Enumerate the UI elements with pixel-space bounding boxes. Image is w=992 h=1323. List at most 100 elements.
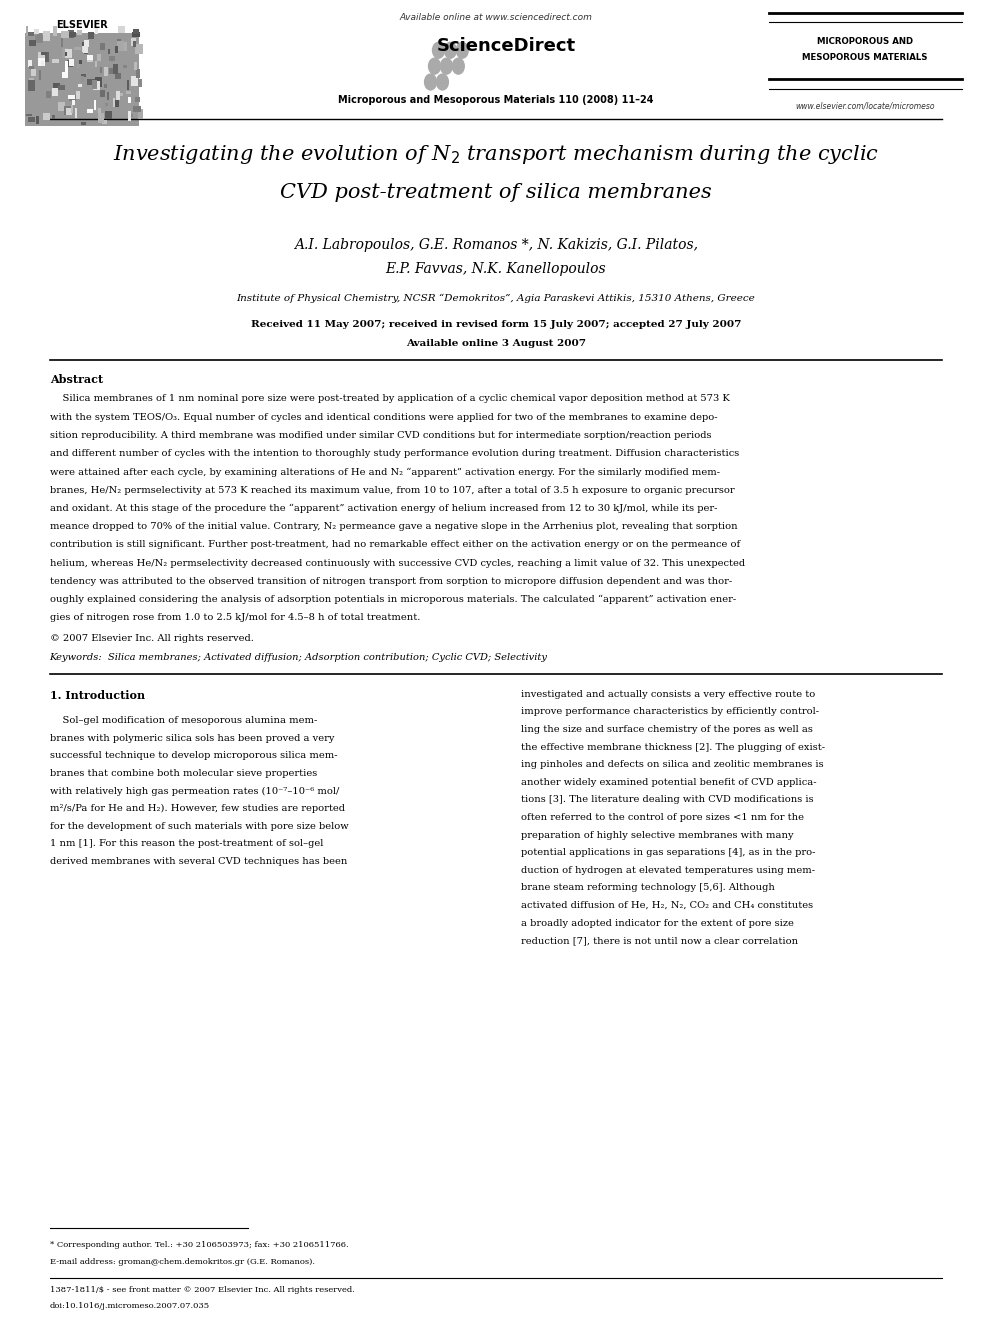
Circle shape — [425, 74, 436, 90]
Text: Investigating the evolution of N$_2$ transport mechanism during the cyclic: Investigating the evolution of N$_2$ tra… — [113, 143, 879, 165]
Text: E.P. Favvas, N.K. Kanellopoulos: E.P. Favvas, N.K. Kanellopoulos — [386, 262, 606, 277]
Text: gies of nitrogen rose from 1.0 to 2.5 kJ/mol for 4.5–8 h of total treatment.: gies of nitrogen rose from 1.0 to 2.5 kJ… — [50, 614, 420, 622]
Bar — [133, 106, 141, 112]
Bar — [92, 81, 100, 90]
Bar — [102, 119, 107, 124]
Text: ling the size and surface chemistry of the pores as well as: ling the size and surface chemistry of t… — [521, 725, 812, 734]
Bar — [27, 32, 34, 36]
Bar — [53, 115, 55, 119]
Bar — [62, 30, 68, 37]
Bar — [52, 87, 59, 95]
Text: another widely examined potential benefit of CVD applica-: another widely examined potential benefi… — [521, 778, 816, 787]
Bar — [82, 44, 88, 52]
Text: Available online at www.sciencedirect.com: Available online at www.sciencedirect.co… — [400, 13, 592, 22]
Text: 1. Introduction: 1. Introduction — [50, 689, 145, 701]
Text: 1387-1811/$ - see front matter © 2007 Elsevier Inc. All rights reserved.: 1387-1811/$ - see front matter © 2007 El… — [50, 1286, 354, 1294]
Bar — [95, 28, 98, 34]
Text: often referred to the control of pore sizes <1 nm for the: often referred to the control of pore si… — [521, 812, 804, 822]
Text: branes with polymeric silica sols has been proved a very: branes with polymeric silica sols has be… — [50, 734, 334, 744]
Text: 1 nm [1]. For this reason the post-treatment of sol–gel: 1 nm [1]. For this reason the post-treat… — [50, 839, 323, 848]
Bar — [132, 32, 140, 37]
Text: preparation of highly selective membranes with many: preparation of highly selective membrane… — [521, 831, 794, 840]
Text: ing pinholes and defects on silica and zeolitic membranes is: ing pinholes and defects on silica and z… — [521, 761, 823, 769]
Text: m²/s/Pa for He and H₂). However, few studies are reported: m²/s/Pa for He and H₂). However, few stu… — [50, 804, 344, 814]
Bar — [29, 66, 34, 69]
Bar — [66, 61, 72, 67]
Text: a broadly adopted indicator for the extent of pore size: a broadly adopted indicator for the exte… — [521, 918, 794, 927]
Text: doi:10.1016/j.micromeso.2007.07.035: doi:10.1016/j.micromeso.2007.07.035 — [50, 1302, 209, 1310]
Bar — [136, 69, 140, 78]
Bar — [68, 33, 76, 37]
Bar — [70, 105, 73, 114]
Text: MICROPOROUS AND: MICROPOROUS AND — [817, 37, 913, 46]
Bar — [81, 122, 85, 124]
Text: www.elsevier.com/locate/micromeso: www.elsevier.com/locate/micromeso — [796, 102, 934, 111]
Circle shape — [456, 42, 468, 58]
Text: and different number of cycles with the intention to thoroughly study performanc: and different number of cycles with the … — [50, 448, 739, 458]
Bar — [36, 34, 43, 42]
Bar — [126, 91, 131, 94]
Bar — [113, 64, 118, 74]
Bar — [94, 99, 96, 110]
Text: successful technique to develop microporous silica mem-: successful technique to develop micropor… — [50, 751, 337, 761]
Bar — [63, 106, 71, 115]
Bar — [29, 116, 35, 122]
Bar — [117, 41, 124, 50]
Bar — [128, 111, 131, 122]
Bar — [134, 62, 137, 70]
Text: for the development of such materials with pore size below: for the development of such materials wi… — [50, 822, 348, 831]
Text: and oxidant. At this stage of the procedure the “apparent” activation energy of : and oxidant. At this stage of the proced… — [50, 504, 717, 513]
Bar — [131, 37, 136, 46]
Bar — [67, 30, 73, 37]
Bar — [84, 40, 89, 46]
Text: MESOPOROUS MATERIALS: MESOPOROUS MATERIALS — [803, 53, 928, 62]
Bar — [76, 90, 80, 98]
Bar — [77, 29, 82, 34]
Bar — [76, 64, 80, 69]
Bar — [104, 83, 107, 87]
Bar — [83, 45, 87, 53]
Text: helium, whereas He/N₂ permselectivity decreased continuously with successive CVD: helium, whereas He/N₂ permselectivity de… — [50, 558, 745, 568]
Text: * Corresponding author. Tel.: +30 2106503973; fax: +30 2106511766.: * Corresponding author. Tel.: +30 210650… — [50, 1241, 348, 1249]
Bar — [84, 46, 87, 54]
Bar — [72, 99, 75, 105]
Bar — [81, 75, 84, 82]
Bar — [31, 69, 36, 77]
Circle shape — [436, 74, 448, 90]
Bar — [45, 52, 49, 62]
Text: reduction [7], there is not until now a clear correlation: reduction [7], there is not until now a … — [521, 937, 798, 945]
Bar — [115, 46, 118, 53]
Bar — [117, 40, 121, 42]
Bar — [39, 70, 41, 79]
Bar — [120, 93, 123, 97]
Text: improve performance characteristics by efficiently control-: improve performance characteristics by e… — [521, 708, 819, 717]
Bar — [115, 73, 121, 79]
Text: Silica membranes of 1 nm nominal pore size were post-treated by application of a: Silica membranes of 1 nm nominal pore si… — [50, 394, 729, 404]
Bar — [28, 81, 35, 91]
Bar — [130, 115, 133, 118]
Bar — [58, 102, 65, 111]
Bar — [138, 108, 144, 119]
Bar — [65, 52, 67, 56]
Bar — [109, 69, 115, 74]
Circle shape — [433, 42, 444, 58]
Bar — [53, 26, 57, 36]
Bar — [92, 79, 96, 90]
Bar — [100, 90, 105, 97]
Text: Microporous and Mesoporous Materials 110 (2008) 11–24: Microporous and Mesoporous Materials 110… — [338, 95, 654, 106]
Bar — [62, 73, 67, 78]
Bar — [64, 49, 72, 58]
Bar — [44, 32, 51, 41]
Bar — [98, 114, 103, 123]
Text: CVD post-treatment of silica membranes: CVD post-treatment of silica membranes — [280, 183, 712, 201]
Bar — [39, 53, 45, 60]
Circle shape — [452, 58, 464, 74]
Bar — [81, 74, 85, 77]
Text: duction of hydrogen at elevated temperatures using mem-: duction of hydrogen at elevated temperat… — [521, 865, 814, 875]
Bar — [105, 111, 112, 119]
Text: derived membranes with several CVD techniques has been: derived membranes with several CVD techn… — [50, 857, 347, 867]
Text: were attained after each cycle, by examining alterations of He and N₂ “apparent”: were attained after each cycle, by exami… — [50, 467, 720, 476]
Text: with relatively high gas permeation rates (10⁻⁷–10⁻⁶ mol/: with relatively high gas permeation rate… — [50, 787, 339, 795]
Text: branes that combine both molecular sieve properties: branes that combine both molecular sieve… — [50, 769, 316, 778]
Bar — [26, 26, 29, 36]
